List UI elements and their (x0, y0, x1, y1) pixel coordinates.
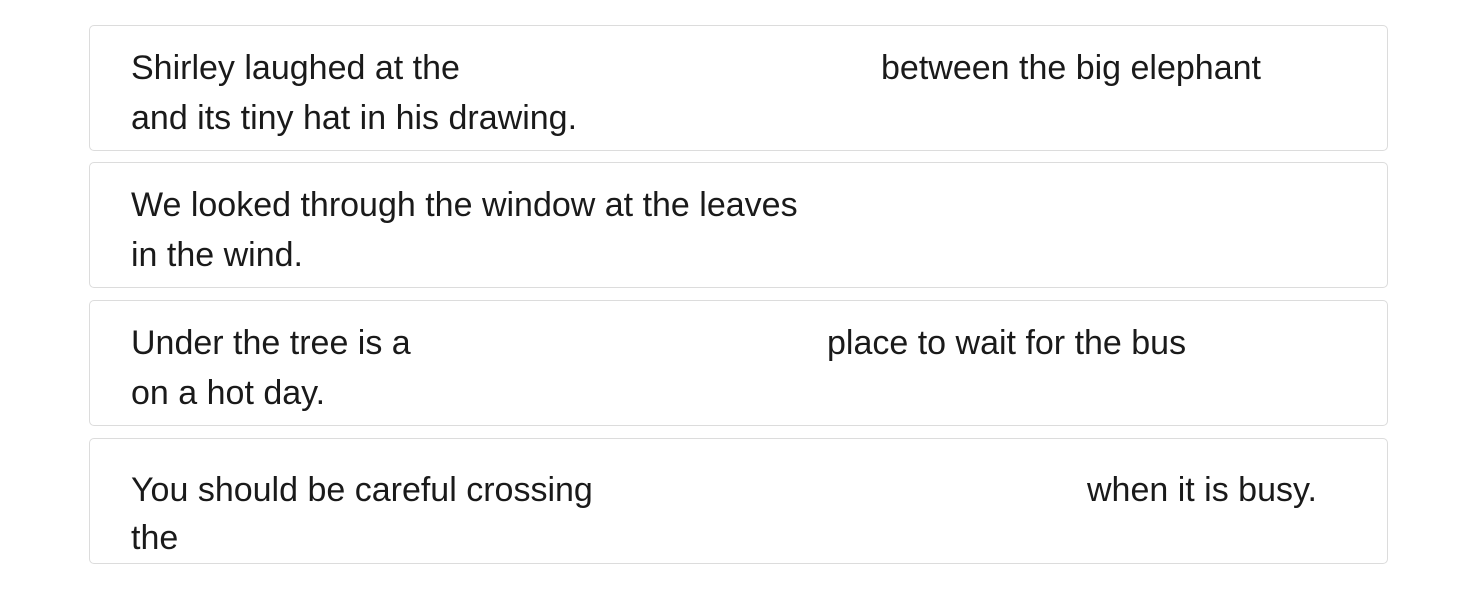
sentence-text-after: place to wait for the bus (827, 324, 1187, 362)
sentence-card-1: Shirley laughed at the between the big e… (89, 25, 1388, 151)
sentence-text-continuation: the (131, 519, 179, 557)
answer-blank[interactable] (482, 48, 872, 88)
sentence-card-2: We looked through the window at the leav… (89, 162, 1388, 288)
sentence-text-after: when it is busy. (1087, 471, 1317, 509)
sentence-text-before: You should be careful crossing (131, 471, 593, 509)
sentence-text-before: Under the tree is a (131, 324, 411, 362)
sentence-card-4: You should be careful crossing when it i… (89, 438, 1388, 564)
answer-blank[interactable] (835, 185, 1265, 225)
sentence-text-before: We looked through the window at the leav… (131, 186, 798, 224)
answer-blank[interactable] (626, 470, 1078, 510)
sentence-card-3: Under the tree is a place to wait for th… (89, 300, 1388, 426)
sentence-text-before: Shirley laughed at the (131, 49, 460, 87)
sentence-text-continuation: and its tiny hat in his drawing. (131, 99, 578, 137)
answer-blank[interactable] (427, 323, 819, 363)
sentence-text-continuation: on a hot day. (131, 374, 326, 412)
sentence-text-after: between the big elephant (881, 49, 1261, 87)
sentence-text-continuation: in the wind. (131, 236, 303, 274)
